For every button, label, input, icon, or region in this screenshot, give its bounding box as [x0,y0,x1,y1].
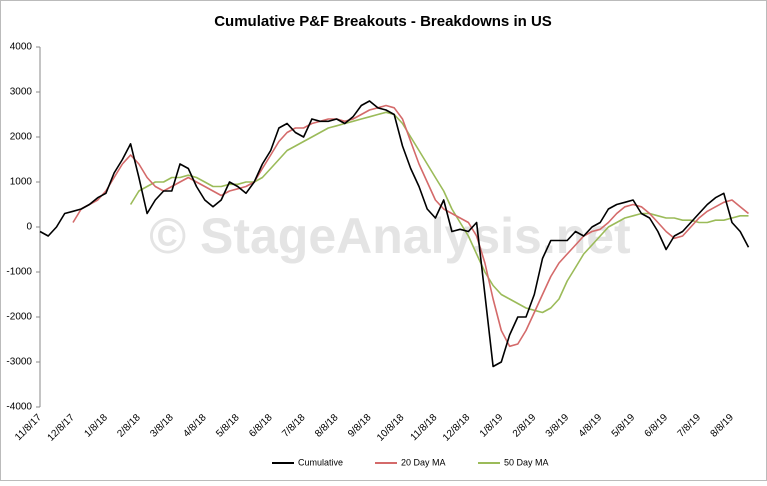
y-tick-label: 4000 [10,42,33,53]
legend-label: 50 Day MA [504,457,549,467]
chart-title: Cumulative P&F Breakouts - Breakdowns in… [214,13,552,30]
legend-label: Cumulative [298,457,343,467]
y-tick-label: 1000 [10,177,33,188]
y-tick-label: 3000 [10,87,33,98]
y-tick-label: 0 [26,222,32,233]
legend-label: 20 Day MA [401,457,446,467]
y-tick-label: 2000 [10,132,33,143]
y-tick-label: -3000 [6,357,32,368]
y-tick-label: -1000 [6,267,32,278]
y-tick-label: -2000 [6,312,32,323]
y-tick-label: -4000 [6,402,32,413]
series-line [39,100,750,368]
watermark: © StageAnalysis.net [149,208,631,264]
